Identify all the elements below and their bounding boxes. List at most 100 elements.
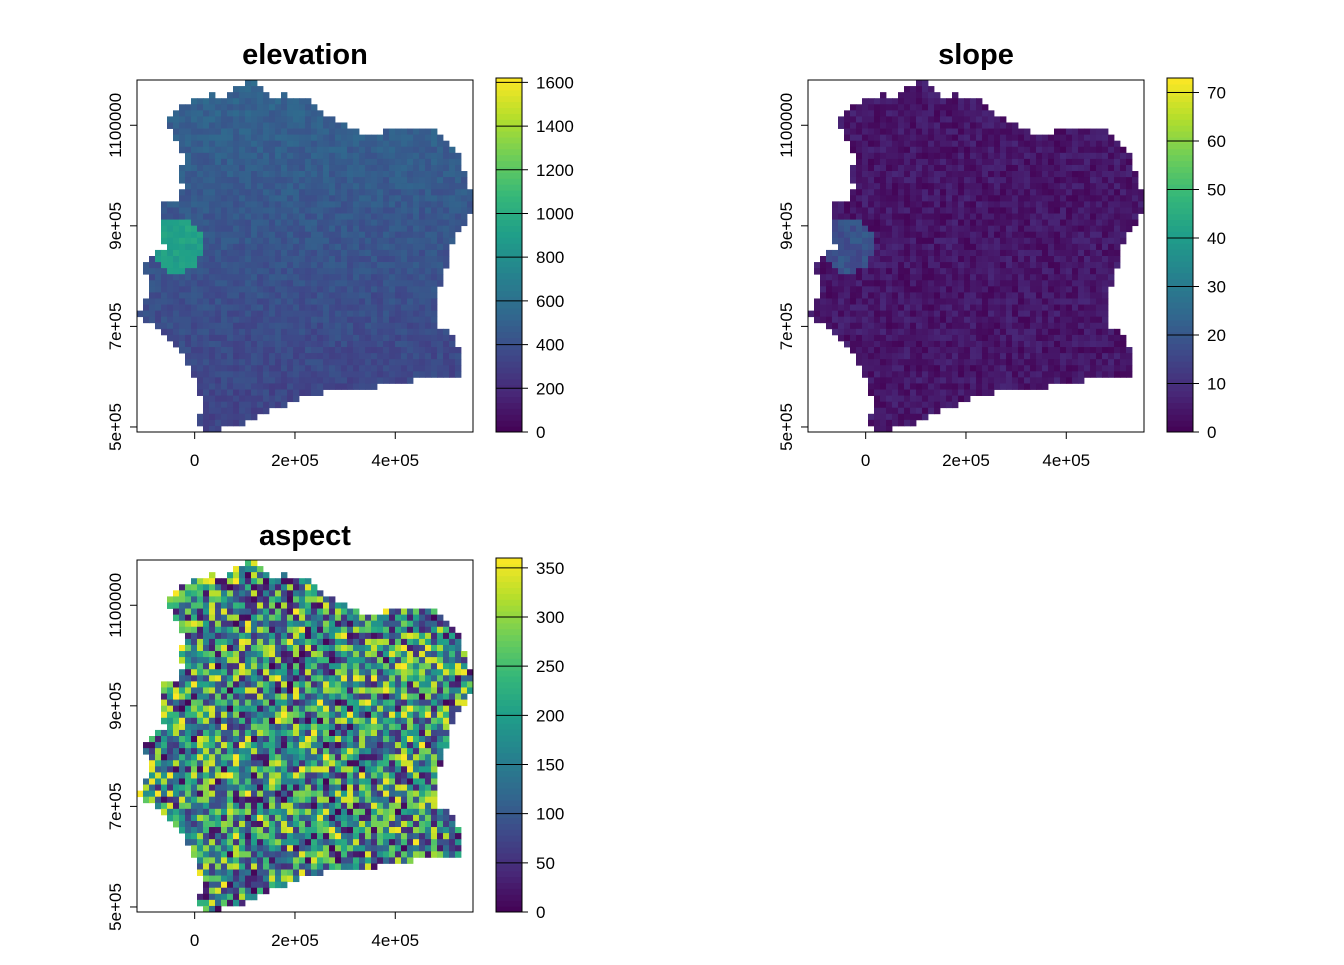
raster-cell <box>395 171 401 177</box>
raster-cell <box>1066 317 1072 323</box>
raster-cell <box>251 280 257 286</box>
raster-cell <box>1006 371 1012 377</box>
raster-cell <box>988 189 994 195</box>
raster-cell <box>251 189 257 195</box>
raster-cell <box>437 189 443 195</box>
raster-cell <box>413 129 419 135</box>
raster-cell <box>976 341 982 347</box>
raster-cell <box>976 377 982 383</box>
raster-cell <box>1126 220 1132 226</box>
raster-cell <box>856 165 862 171</box>
raster-cell <box>1060 214 1066 220</box>
raster-cell <box>437 153 443 159</box>
raster-cell <box>964 104 970 110</box>
raster-cell <box>323 268 329 274</box>
raster-cell <box>173 238 179 244</box>
raster-cell <box>413 292 419 298</box>
raster-cell <box>1066 201 1072 207</box>
raster-cell <box>952 129 958 135</box>
raster-cell <box>341 280 347 286</box>
raster-cell <box>185 615 191 621</box>
raster-cell <box>886 347 892 353</box>
raster-cell <box>185 305 191 311</box>
raster-cell <box>263 268 269 274</box>
raster-cell <box>329 262 335 268</box>
raster-cell <box>329 268 335 274</box>
raster-cell <box>1048 305 1054 311</box>
raster-cell <box>886 183 892 189</box>
raster-cell <box>1102 244 1108 250</box>
raster-cell <box>221 365 227 371</box>
raster-cell <box>856 353 862 359</box>
raster-cell <box>952 153 958 159</box>
raster-cell <box>185 122 191 128</box>
raster-cell <box>1114 365 1120 371</box>
raster-cell <box>1012 147 1018 153</box>
raster-cell <box>347 298 353 304</box>
raster-cell <box>401 274 407 280</box>
raster-cell <box>293 383 299 389</box>
raster-cell <box>1024 280 1030 286</box>
raster-cell <box>251 408 257 414</box>
raster-cell <box>305 292 311 298</box>
raster-cell <box>197 153 203 159</box>
raster-cell <box>239 329 245 335</box>
raster-cell <box>305 201 311 207</box>
raster-cell <box>191 286 197 292</box>
raster-cell <box>359 335 365 341</box>
raster-cell <box>263 402 269 408</box>
raster-cell <box>245 141 251 147</box>
raster-cell <box>215 244 221 250</box>
raster-cell <box>329 238 335 244</box>
raster-cell <box>1036 201 1042 207</box>
raster-cell <box>389 201 395 207</box>
raster-cell <box>191 207 197 213</box>
raster-cell <box>1066 195 1072 201</box>
raster-cell <box>916 116 922 122</box>
raster-cell <box>431 274 437 280</box>
raster-cell <box>287 110 293 116</box>
raster-cell <box>946 153 952 159</box>
raster-cell <box>928 189 934 195</box>
raster-cell <box>299 377 305 383</box>
raster-cell <box>1024 183 1030 189</box>
raster-cell <box>850 171 856 177</box>
colorbar-step <box>496 119 522 125</box>
raster-cell <box>1036 159 1042 165</box>
raster-cell <box>401 335 407 341</box>
raster-cell <box>377 147 383 153</box>
raster-cell <box>1018 165 1024 171</box>
raster-cell <box>964 141 970 147</box>
raster-cell <box>1060 323 1066 329</box>
raster-cell <box>245 329 251 335</box>
raster-cell <box>922 256 928 262</box>
raster-cell <box>233 256 239 262</box>
raster-cell <box>461 183 467 189</box>
raster-cell <box>437 256 443 262</box>
raster-cell <box>850 317 856 323</box>
raster-cell <box>209 153 215 159</box>
raster-cell <box>1114 201 1120 207</box>
raster-cell <box>407 311 413 317</box>
raster-cell <box>263 147 269 153</box>
raster-cell <box>329 250 335 256</box>
raster-cell <box>874 232 880 238</box>
raster-cell <box>245 244 251 250</box>
raster-cell <box>311 262 317 268</box>
raster-cell <box>293 220 299 226</box>
raster-cell <box>1024 317 1030 323</box>
raster-cell <box>203 590 209 596</box>
colorbar-step <box>496 102 522 108</box>
raster-cell <box>299 390 305 396</box>
raster-cell <box>425 189 431 195</box>
raster-cell <box>886 262 892 268</box>
raster-cell <box>245 280 251 286</box>
raster-cell <box>910 414 916 420</box>
raster-cell <box>311 189 317 195</box>
raster-cell <box>251 323 257 329</box>
raster-cell <box>874 280 880 286</box>
raster-cell <box>227 238 233 244</box>
raster-cell <box>431 286 437 292</box>
raster-cell <box>904 153 910 159</box>
raster-cell <box>191 596 197 602</box>
